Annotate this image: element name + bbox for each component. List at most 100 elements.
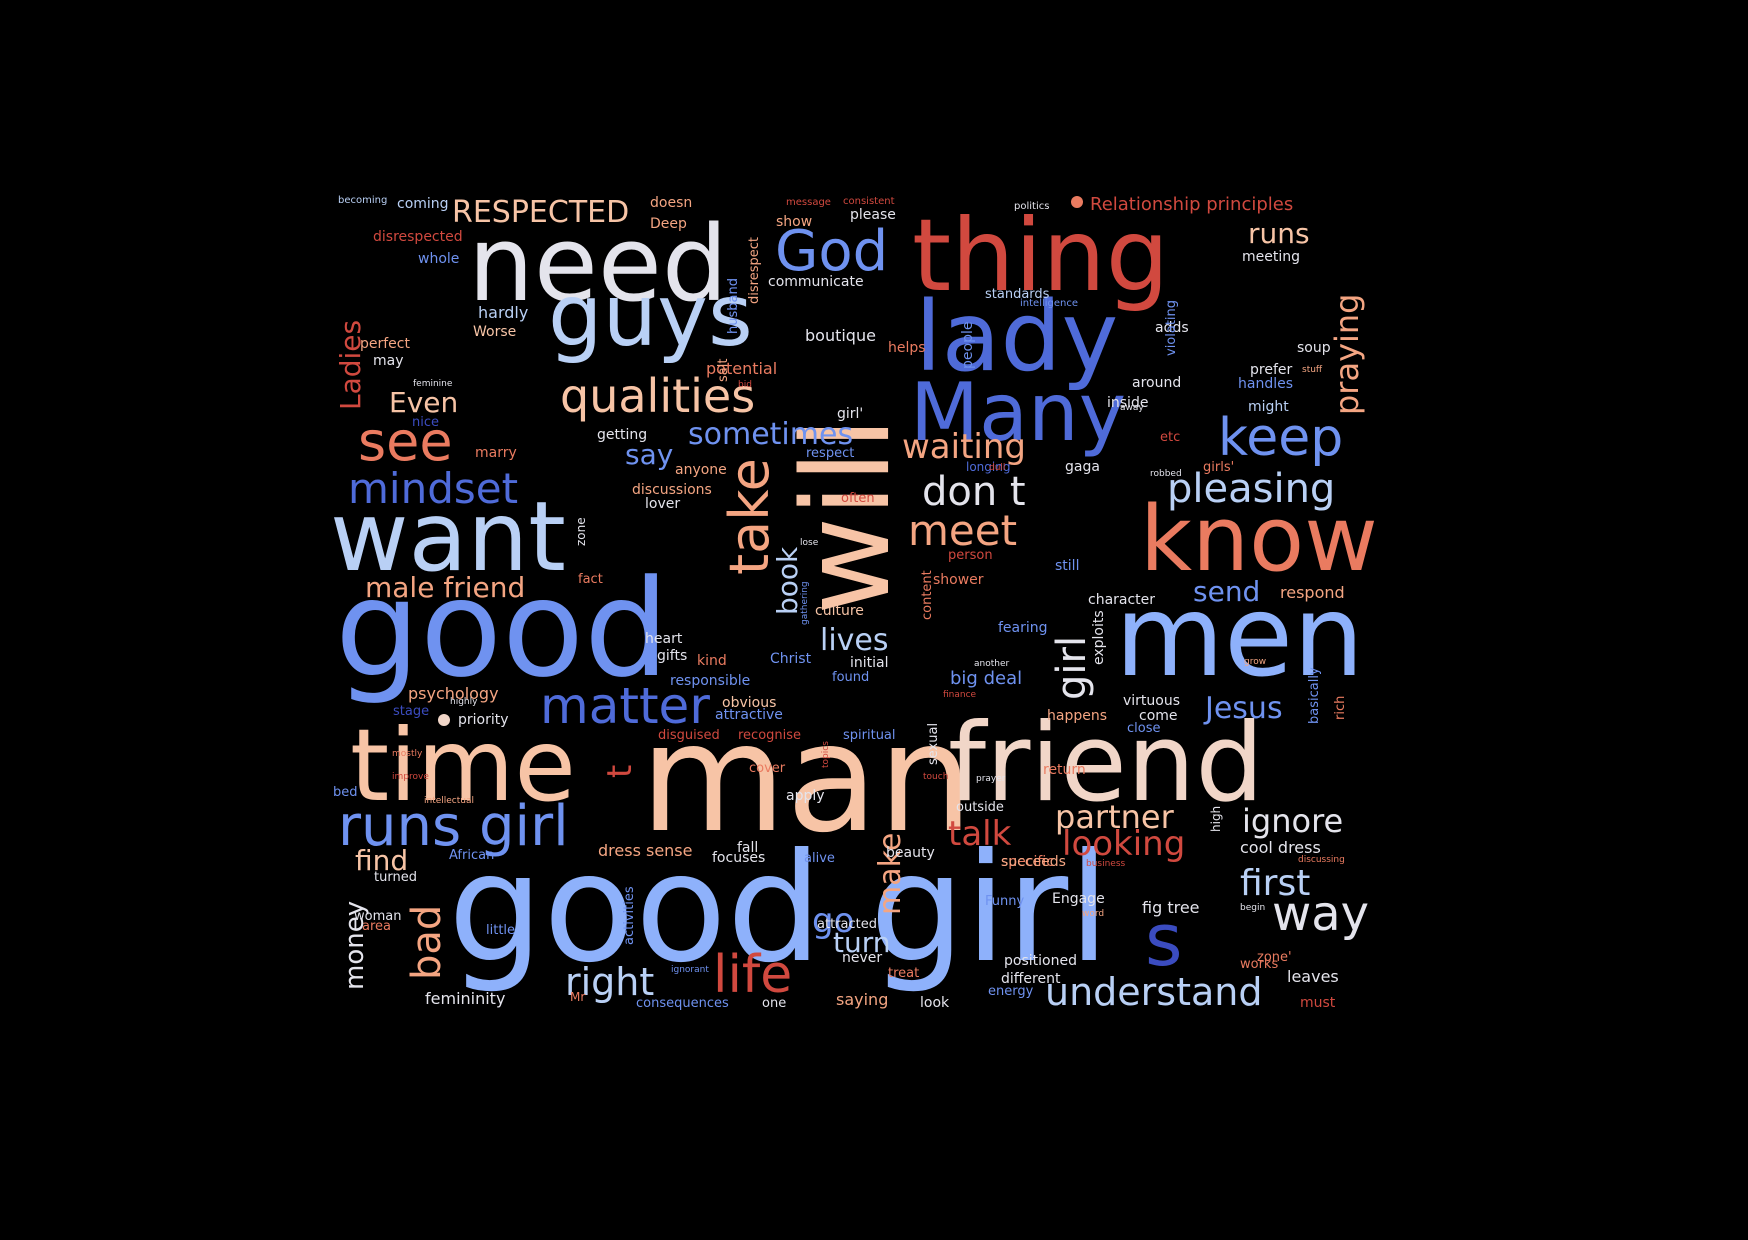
word-time: time bbox=[350, 707, 576, 824]
word-stuff: stuff bbox=[1302, 365, 1323, 375]
word-will: will bbox=[778, 417, 917, 615]
word-outside: outside bbox=[956, 800, 1004, 815]
word-found: found bbox=[832, 670, 869, 685]
word-attracted: attracted bbox=[817, 917, 877, 932]
word-look: look bbox=[920, 995, 950, 1011]
word-gaga: gaga bbox=[1065, 459, 1100, 475]
word-spiritual: spiritual bbox=[843, 728, 896, 743]
word-good-girl: good girl bbox=[448, 822, 1110, 996]
word-big-deal: big deal bbox=[950, 668, 1022, 689]
word-energy: energy bbox=[988, 984, 1034, 999]
word-respected: RESPECTED bbox=[452, 195, 629, 230]
word-standards: standards bbox=[985, 287, 1050, 302]
word-close: close bbox=[1127, 721, 1160, 736]
word-make: make bbox=[873, 833, 908, 915]
word-discussing: discussing bbox=[1298, 855, 1345, 865]
word-right: right bbox=[565, 960, 654, 1004]
word-little: little bbox=[486, 923, 515, 938]
word-send: send bbox=[1193, 575, 1260, 608]
word-keep: keep bbox=[1218, 408, 1343, 468]
word-adds: adds bbox=[1155, 320, 1189, 336]
word-obvious: obvious bbox=[722, 695, 776, 711]
word-ladies: Ladies bbox=[334, 320, 367, 410]
word-relationship-principles: Relationship principles bbox=[1090, 194, 1293, 215]
word-shower: shower bbox=[933, 572, 984, 588]
word-lose: lose bbox=[800, 538, 819, 548]
word-femininity: femininity bbox=[425, 989, 505, 1008]
word-even: Even bbox=[389, 386, 458, 419]
word-bad: bad bbox=[404, 905, 450, 980]
word-salt: salt bbox=[716, 359, 731, 382]
word-alive: alive bbox=[804, 851, 835, 866]
word-girl: girl bbox=[1049, 636, 1095, 700]
word-happens: happens bbox=[1047, 708, 1107, 724]
word-anyone: anyone bbox=[675, 462, 727, 478]
word-mindset: mindset bbox=[348, 464, 518, 513]
word-guys: guys bbox=[548, 266, 753, 366]
word-lover: lover bbox=[645, 496, 680, 512]
word-recognise: recognise bbox=[738, 728, 801, 743]
word-engage: Engage bbox=[1052, 891, 1105, 907]
word-politics: politics bbox=[1014, 201, 1049, 212]
word-character: character bbox=[1088, 592, 1155, 608]
word-girl: girl' bbox=[837, 406, 863, 422]
word-men: men bbox=[1115, 572, 1364, 702]
word-find: find bbox=[355, 844, 408, 877]
word-one: one bbox=[762, 996, 786, 1011]
word-another: another bbox=[974, 659, 1009, 669]
word-potential: potential bbox=[706, 359, 777, 378]
word-first: first bbox=[1240, 863, 1310, 904]
word-cover: cover bbox=[749, 761, 786, 776]
word-inside: inside bbox=[1107, 395, 1148, 411]
word-fearing: fearing bbox=[998, 620, 1048, 636]
word-begin: begin bbox=[1240, 903, 1265, 913]
word-bid: bid bbox=[738, 380, 752, 390]
word-positioned: positioned bbox=[1004, 953, 1077, 969]
word-funny: Funny bbox=[985, 894, 1024, 909]
word-zone: zone bbox=[574, 517, 588, 546]
word-treat: treat bbox=[888, 966, 919, 981]
word-leaves: leaves bbox=[1287, 967, 1339, 986]
word-never: never bbox=[842, 950, 882, 966]
word-say: say bbox=[625, 438, 673, 471]
word-may: may bbox=[373, 353, 404, 369]
word-becoming: becoming bbox=[338, 195, 387, 206]
word-respond: respond bbox=[1280, 583, 1345, 602]
word-priority: priority bbox=[458, 712, 509, 728]
word-god: God bbox=[775, 219, 888, 284]
word-whole: whole bbox=[418, 251, 459, 267]
word-want: want bbox=[330, 481, 566, 593]
word-activities: activities bbox=[622, 886, 637, 945]
word-s: s bbox=[1145, 898, 1183, 982]
word-nice: nice bbox=[412, 415, 439, 430]
word-soup: soup bbox=[1297, 340, 1331, 356]
word-robbed: robbed bbox=[1150, 469, 1182, 479]
word-respect: respect bbox=[806, 446, 854, 461]
word-rich: rich bbox=[1333, 696, 1348, 720]
word-need: need bbox=[468, 203, 728, 325]
word-psychology: psychology bbox=[408, 684, 499, 703]
word-person: person bbox=[948, 548, 993, 563]
word-t: t bbox=[600, 765, 640, 778]
word-mr: Mr bbox=[570, 990, 585, 1004]
word-culture: culture bbox=[815, 603, 864, 619]
word-saying: saying bbox=[836, 990, 888, 1009]
word-discussions: discussions bbox=[632, 482, 712, 498]
word-take: take bbox=[718, 458, 781, 575]
word-male-friend: male friend bbox=[365, 571, 525, 604]
word-around: around bbox=[1132, 375, 1181, 391]
word-improve: improve bbox=[392, 772, 429, 782]
word-topics: topics bbox=[821, 741, 831, 768]
word-see: see bbox=[358, 410, 453, 473]
word-come: come bbox=[1139, 708, 1178, 724]
word-disrespect: disrespect bbox=[747, 237, 762, 304]
word-pleasing: pleasing bbox=[1167, 466, 1335, 512]
word-way: way bbox=[1272, 886, 1369, 942]
word-still: still bbox=[1055, 558, 1079, 574]
word-area: area bbox=[362, 919, 391, 934]
word-longing: longing bbox=[966, 460, 1010, 474]
word-meet: meet bbox=[908, 506, 1017, 555]
word-intellectual: intellectual bbox=[424, 796, 474, 806]
word-might: might bbox=[1248, 399, 1289, 415]
word-apply: apply bbox=[786, 788, 825, 804]
